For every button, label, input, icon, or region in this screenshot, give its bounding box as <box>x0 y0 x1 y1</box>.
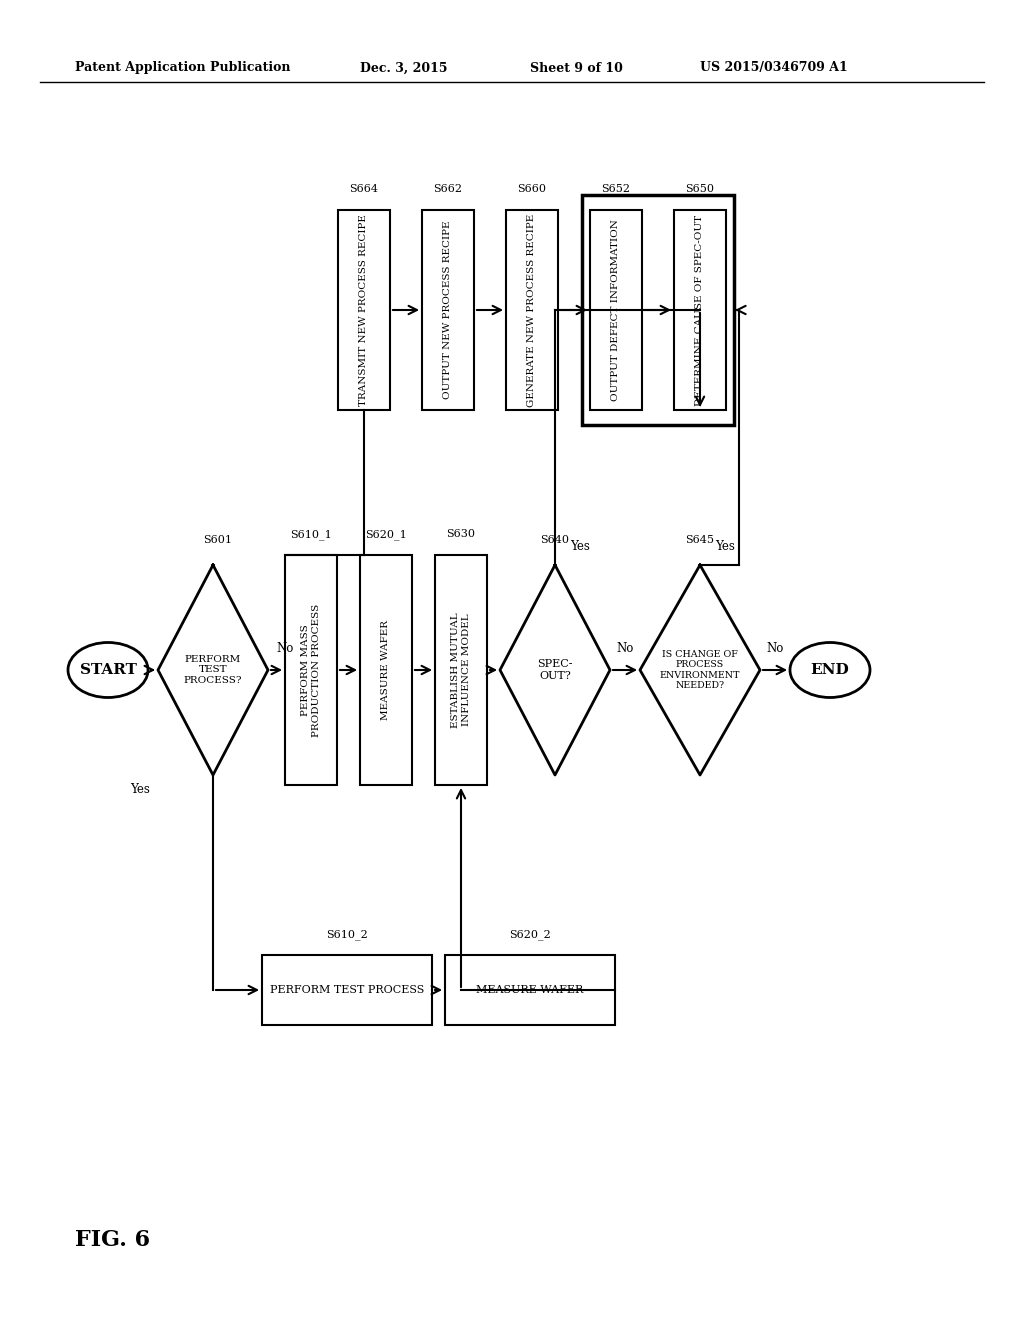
Text: S610_2: S610_2 <box>326 929 368 940</box>
Text: S601: S601 <box>204 535 232 545</box>
Text: US 2015/0346709 A1: US 2015/0346709 A1 <box>700 62 848 74</box>
Text: FIG. 6: FIG. 6 <box>75 1229 151 1251</box>
Bar <box>338 210 390 411</box>
Text: No: No <box>766 642 783 655</box>
Text: No: No <box>616 642 634 655</box>
Bar <box>445 954 615 1026</box>
Text: DETERMINE CAUSE OF SPEC-OUT: DETERMINE CAUSE OF SPEC-OUT <box>695 214 705 405</box>
Text: S620_2: S620_2 <box>509 929 551 940</box>
Bar <box>582 195 734 425</box>
Bar <box>262 954 432 1026</box>
Text: PERFORM TEST PROCESS: PERFORM TEST PROCESS <box>269 985 424 995</box>
Text: IS CHANGE OF
PROCESS
ENVIRONMENT
NEEDED?: IS CHANGE OF PROCESS ENVIRONMENT NEEDED? <box>659 649 740 690</box>
Text: S630: S630 <box>446 529 475 539</box>
Text: ESTABLISH MUTUAL
INFLUENCE MODEL: ESTABLISH MUTUAL INFLUENCE MODEL <box>451 612 471 727</box>
Text: S662: S662 <box>433 183 463 194</box>
Text: Yes: Yes <box>570 540 590 553</box>
Text: Yes: Yes <box>715 540 735 553</box>
Text: Sheet 9 of 10: Sheet 9 of 10 <box>530 62 623 74</box>
Text: GENERATE NEW PROCESS RECIPE: GENERATE NEW PROCESS RECIPE <box>527 214 537 407</box>
Bar <box>590 210 642 411</box>
Bar <box>674 210 726 411</box>
Text: No: No <box>276 642 293 655</box>
Bar <box>285 554 337 785</box>
Text: MEASURE WAFER: MEASURE WAFER <box>476 985 584 995</box>
Text: OUTPUT DEFECT INFORMATION: OUTPUT DEFECT INFORMATION <box>611 219 621 401</box>
Text: SPEC-
OUT?: SPEC- OUT? <box>538 659 572 681</box>
Text: S610_1: S610_1 <box>290 529 332 540</box>
Text: Patent Application Publication: Patent Application Publication <box>75 62 291 74</box>
Text: S650: S650 <box>685 183 715 194</box>
Text: S664: S664 <box>349 183 379 194</box>
Text: S620_1: S620_1 <box>366 529 407 540</box>
Bar <box>422 210 474 411</box>
Text: START: START <box>80 663 136 677</box>
Bar <box>435 554 487 785</box>
Text: S645: S645 <box>685 535 715 545</box>
Text: MEASURE WAFER: MEASURE WAFER <box>382 620 390 719</box>
Text: END: END <box>811 663 849 677</box>
Text: TRANSMIT NEW PROCESS RECIPE: TRANSMIT NEW PROCESS RECIPE <box>359 214 369 407</box>
Text: Yes: Yes <box>130 783 150 796</box>
Bar <box>360 554 412 785</box>
Text: OUTPUT NEW PROCESS RECIPE: OUTPUT NEW PROCESS RECIPE <box>443 220 453 399</box>
Bar <box>506 210 558 411</box>
Text: S640: S640 <box>541 535 569 545</box>
Text: S652: S652 <box>601 183 631 194</box>
Text: PERFORM MASS
PRODUCTION PROCESS: PERFORM MASS PRODUCTION PROCESS <box>301 603 322 737</box>
Text: Dec. 3, 2015: Dec. 3, 2015 <box>360 62 447 74</box>
Text: PERFORM
TEST
PROCESS?: PERFORM TEST PROCESS? <box>183 655 243 685</box>
Text: S660: S660 <box>517 183 547 194</box>
